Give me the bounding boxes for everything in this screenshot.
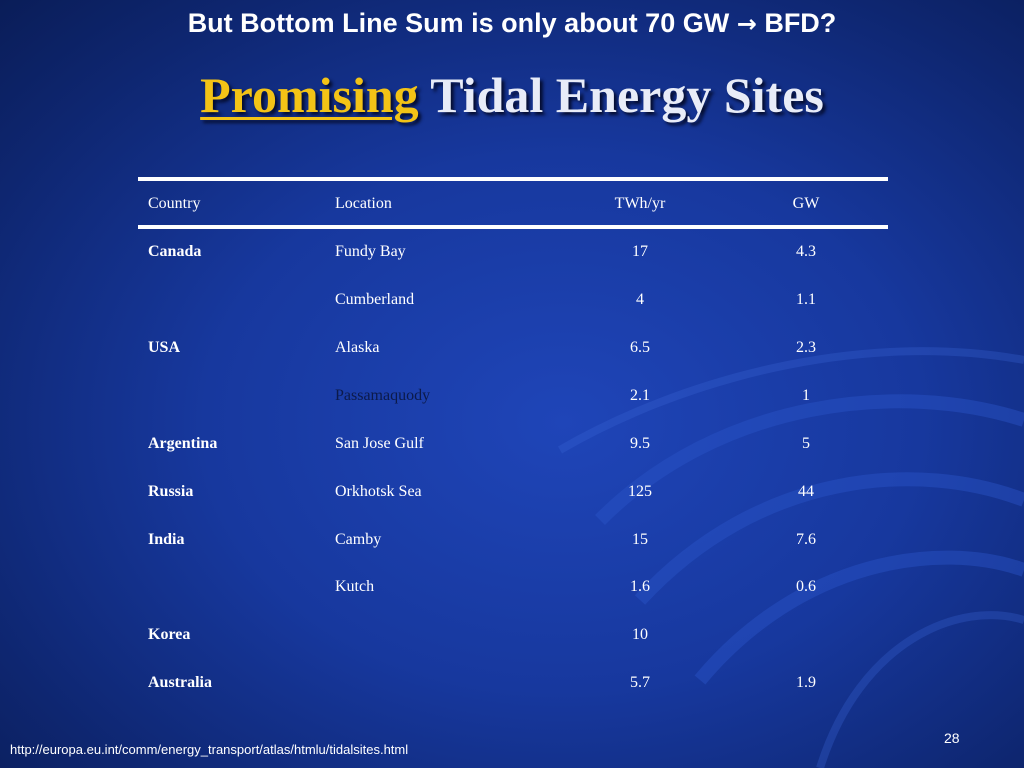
- cell-twh: 1.6: [630, 578, 650, 595]
- cell-location: Cumberland: [335, 291, 415, 308]
- table-top-rule: [138, 177, 888, 181]
- cell-twh: 6.5: [630, 339, 650, 356]
- title-rest: Tidal Energy Sites: [418, 67, 824, 123]
- table-row: Canada Fundy Bay 17 4.3: [138, 228, 888, 276]
- table-row: Kutch 1.6 0.6: [138, 563, 888, 611]
- header-twh: TWh/yr: [614, 195, 666, 212]
- cell-location: Kutch: [335, 578, 375, 595]
- cell-gw: 4.3: [796, 243, 816, 260]
- slide-title: Promising Tidal Energy Sites: [0, 66, 1024, 124]
- table-row: Passamaquody 2.1 1: [138, 372, 888, 420]
- cell-twh: 125: [628, 483, 652, 500]
- page-number: 28: [944, 730, 960, 746]
- source-url-link[interactable]: http://europa.eu.int/comm/energy_transpo…: [10, 742, 409, 757]
- table-row: Korea 10: [138, 611, 888, 659]
- cell-gw: 1.1: [796, 291, 816, 308]
- cell-twh: 2.1: [630, 387, 650, 404]
- top-note-text-end: BFD?: [756, 8, 837, 38]
- cell-location: San Jose Gulf: [335, 435, 424, 452]
- cell-twh: 15: [632, 531, 648, 548]
- cell-gw: 7.6: [796, 531, 816, 548]
- cell-gw: [748, 611, 864, 659]
- cell-twh: 5.7: [630, 674, 650, 691]
- top-note-text: But Bottom Line Sum is only about 70 GW: [187, 8, 737, 38]
- cell-gw: 44: [798, 483, 814, 500]
- cell-country: India: [148, 531, 185, 548]
- table-row: Russia Orkhotsk Sea 125 44: [138, 468, 888, 516]
- cell-location: Passamaquody: [335, 387, 431, 404]
- header-location: Location: [335, 195, 392, 212]
- header-country: Country: [148, 195, 201, 212]
- cell-gw: 1: [802, 387, 810, 404]
- right-arrow-icon: →: [736, 10, 757, 38]
- title-highlight: Promising: [200, 67, 419, 123]
- table-header-row: Country Location TWh/yr GW: [138, 180, 888, 228]
- top-note: But Bottom Line Sum is only about 70 GW …: [0, 8, 1024, 39]
- cell-twh: 17: [632, 243, 648, 260]
- cell-location: Orkhotsk Sea: [335, 483, 422, 500]
- cell-country: USA: [148, 339, 181, 356]
- cell-twh: 10: [632, 626, 648, 643]
- table-row: Australia 5.7 1.9: [138, 659, 888, 707]
- cell-location: Alaska: [335, 339, 380, 356]
- cell-country: Canada: [148, 243, 202, 260]
- cell-twh: 9.5: [630, 435, 650, 452]
- cell-gw: 1.9: [796, 674, 816, 691]
- cell-location: Camby: [335, 531, 382, 548]
- cell-country: Russia: [148, 483, 194, 500]
- table-row: USA Alaska 6.5 2.3: [138, 324, 888, 372]
- cell-country: Argentina: [148, 435, 218, 452]
- cell-gw: 0.6: [796, 578, 816, 595]
- table-row: India Camby 15 7.6: [138, 516, 888, 564]
- cell-location: Fundy Bay: [335, 243, 406, 260]
- table-row: Argentina San Jose Gulf 9.5 5: [138, 420, 888, 468]
- cell-gw: 5: [802, 435, 810, 452]
- header-gw: GW: [792, 195, 820, 212]
- cell-twh: 4: [636, 291, 644, 308]
- cell-gw: 2.3: [796, 339, 816, 356]
- table-header-rule: [138, 225, 888, 229]
- table-row: Cumberland 4 1.1: [138, 276, 888, 324]
- cell-country: Australia: [148, 674, 212, 691]
- cell-country: Korea: [148, 626, 191, 643]
